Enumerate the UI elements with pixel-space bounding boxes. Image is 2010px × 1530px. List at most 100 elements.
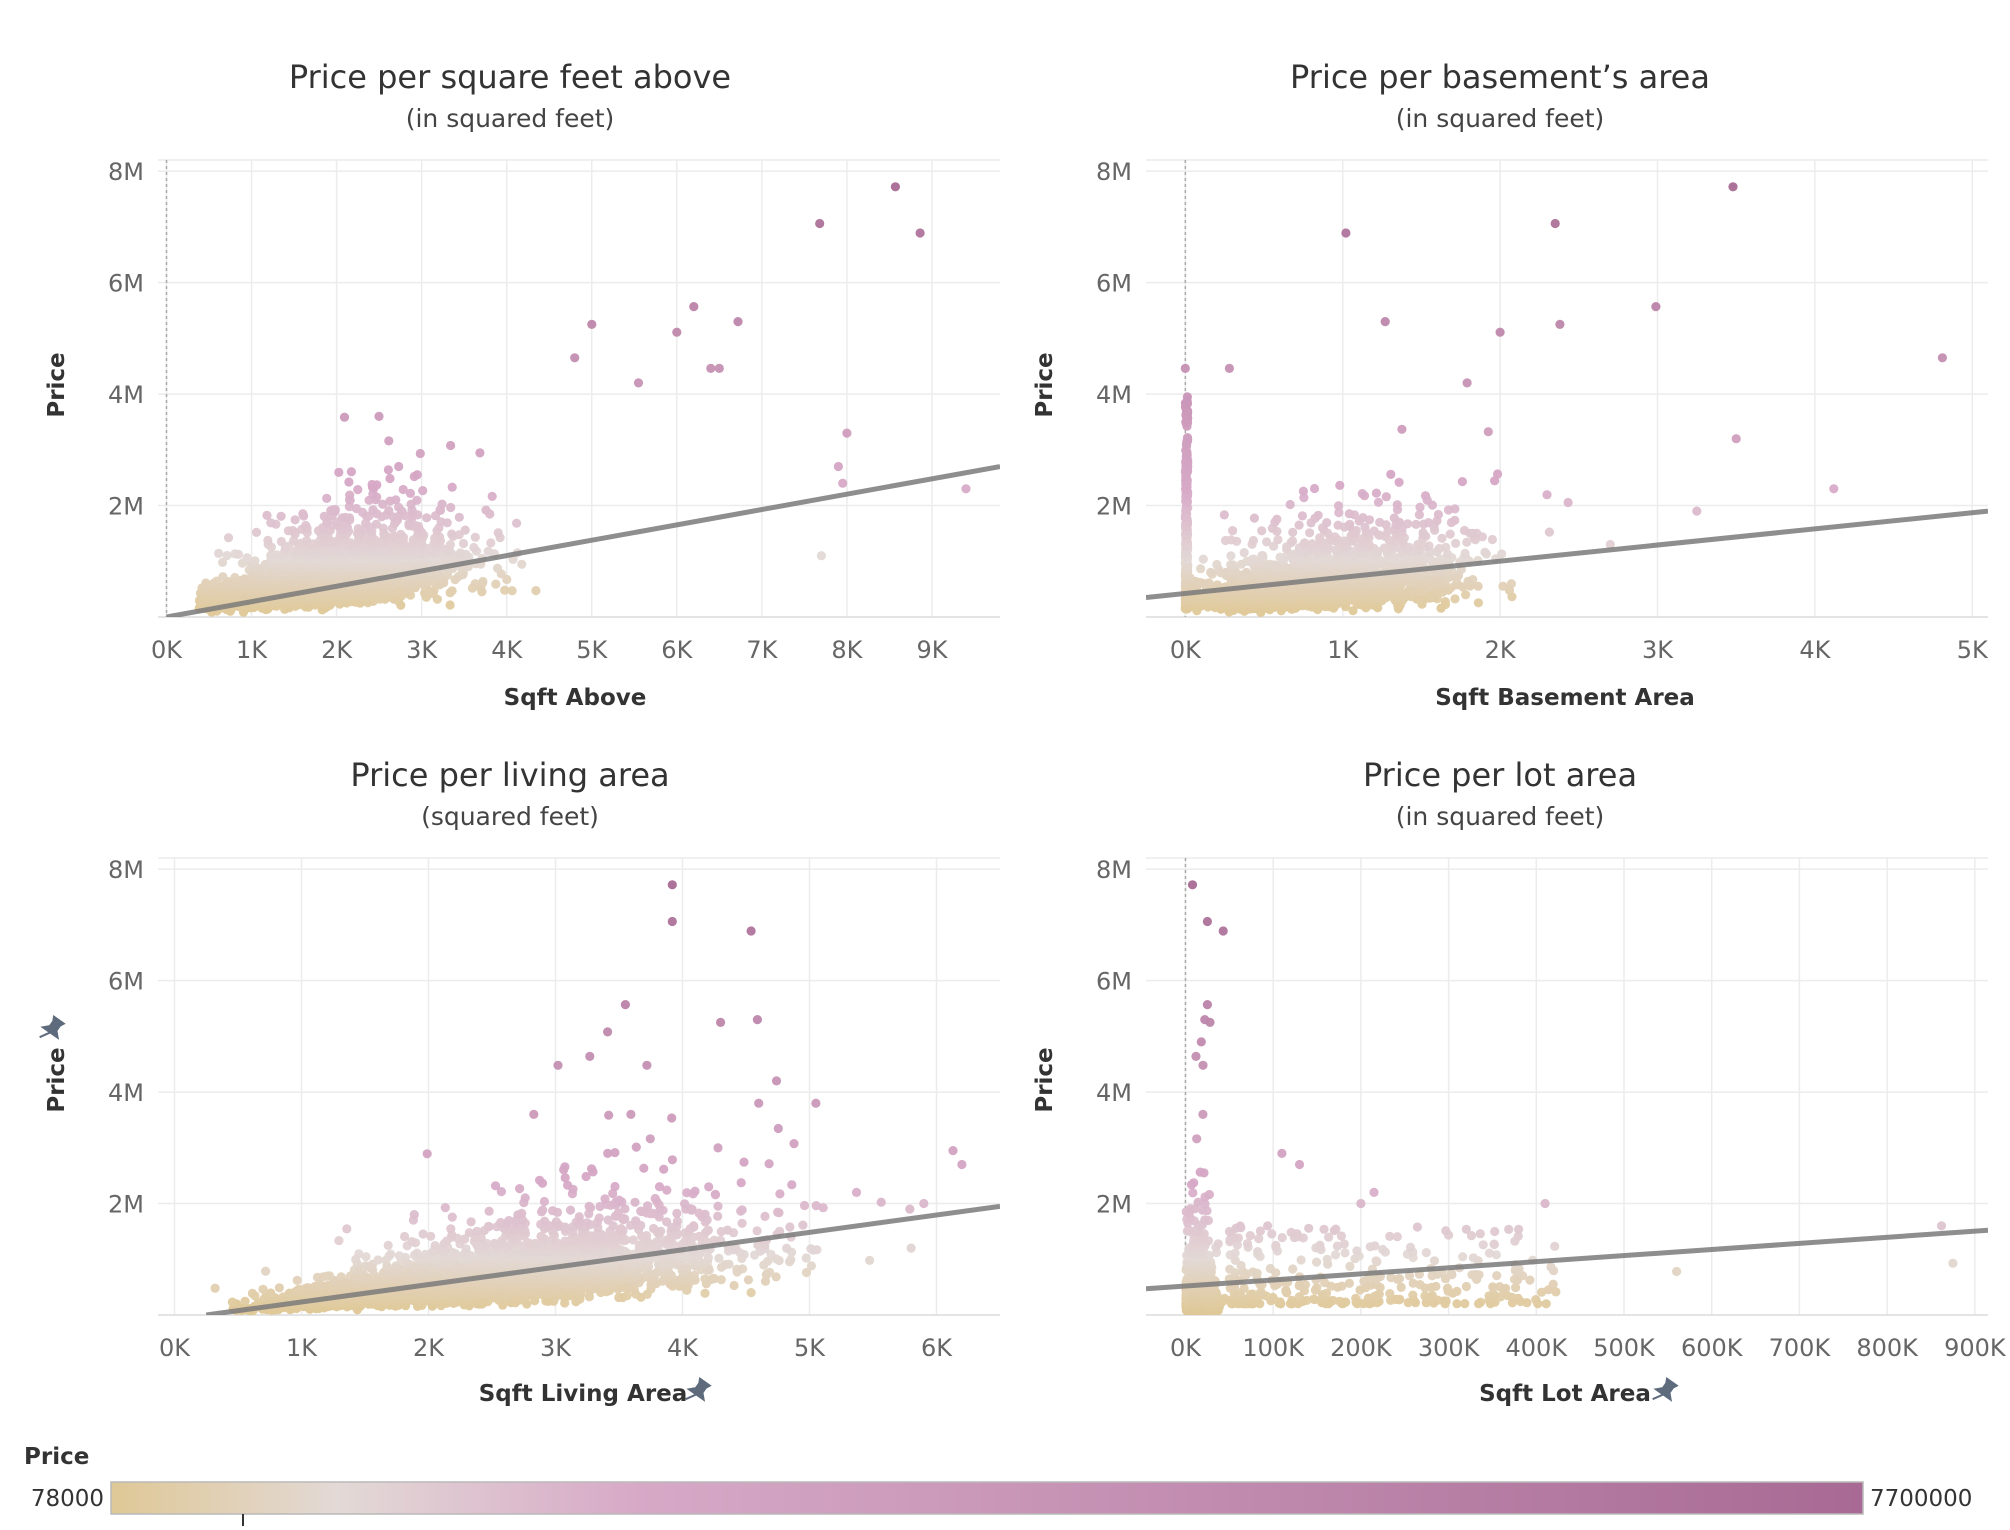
data-point <box>1322 518 1332 528</box>
data-point <box>1450 504 1460 514</box>
data-point <box>483 546 493 556</box>
data-point <box>733 317 743 327</box>
data-point <box>1497 549 1507 559</box>
chart-panel-sqft-basement: Price per basement’s area (in squared fe… <box>1032 58 1989 711</box>
data-point <box>915 228 925 238</box>
data-point <box>1344 509 1354 519</box>
data-point <box>1450 594 1460 604</box>
data-point <box>517 559 527 569</box>
data-point <box>1460 548 1470 559</box>
y-tick-label: 6M <box>108 270 144 298</box>
x-tick-label: 7K <box>746 636 778 664</box>
chart-subtitle: (in squared feet) <box>1396 104 1605 133</box>
data-point <box>250 556 260 566</box>
data-point <box>201 578 211 588</box>
chart-title: Price per basement’s area <box>1290 58 1710 96</box>
data-point <box>244 565 254 575</box>
x-tick-label: 3K <box>406 636 438 664</box>
data-point <box>396 529 406 539</box>
data-point <box>1424 541 1434 551</box>
data-point <box>838 478 848 488</box>
data-point <box>371 519 381 529</box>
data-point <box>1450 515 1460 526</box>
data-point <box>1297 511 1307 521</box>
data-point <box>447 529 457 539</box>
data-point <box>714 363 724 373</box>
data-point <box>344 477 354 487</box>
y-tick-label: 8M <box>108 158 144 186</box>
data-point <box>374 411 384 421</box>
data-point <box>394 461 404 472</box>
data-point <box>1493 469 1503 479</box>
data-point <box>1605 539 1615 550</box>
x-tick-label: 0K <box>1170 636 1202 664</box>
data-point <box>442 570 453 580</box>
data-point <box>288 525 298 536</box>
y-tick-label: 2M <box>1096 493 1132 521</box>
data-point <box>478 576 488 587</box>
data-point <box>222 550 232 561</box>
x-tick-label: 6K <box>661 636 693 664</box>
data-point <box>322 493 332 503</box>
data-point <box>1498 581 1508 591</box>
data-point <box>345 490 355 500</box>
data-point <box>398 484 408 495</box>
data-point <box>378 523 388 533</box>
data-point <box>507 586 517 596</box>
data-point <box>262 510 272 520</box>
data-point <box>1288 527 1298 537</box>
chart-title: Price per square feet above <box>289 58 731 96</box>
y-tick-label: 4M <box>108 381 144 409</box>
data-point <box>1451 538 1461 549</box>
data-point <box>412 495 422 505</box>
data-point <box>1226 551 1236 561</box>
data-point <box>1369 526 1379 536</box>
data-point <box>1414 510 1424 520</box>
scatter-points <box>194 182 971 617</box>
y-axis-label: Price <box>44 352 70 417</box>
data-point <box>385 473 395 484</box>
data-point <box>223 533 234 543</box>
data-point <box>1403 519 1413 529</box>
data-point <box>1300 538 1310 548</box>
x-tick-label: 4K <box>491 636 523 664</box>
data-point <box>218 572 228 582</box>
data-point <box>816 551 827 561</box>
x-tick-label: 8K <box>831 636 863 664</box>
data-point <box>1371 488 1381 498</box>
data-point <box>1348 606 1358 616</box>
trend-line <box>166 464 1000 617</box>
x-axis-label: Sqft Above <box>504 685 647 711</box>
y-tick-label: 4M <box>1096 381 1132 409</box>
scatter-points <box>1180 182 1947 617</box>
data-point <box>1457 477 1467 487</box>
data-point <box>481 505 491 515</box>
data-point <box>1437 533 1447 543</box>
data-point <box>230 549 240 559</box>
data-point <box>1381 492 1391 502</box>
data-point <box>1345 519 1355 529</box>
data-point <box>1333 520 1343 530</box>
x-tick-label: 5K <box>576 636 608 664</box>
data-point <box>1330 532 1340 542</box>
data-point <box>1239 548 1249 558</box>
data-point <box>570 353 580 363</box>
data-point <box>1198 554 1208 564</box>
data-point <box>1298 486 1308 496</box>
y-tick-label: 2M <box>108 493 144 521</box>
data-point <box>1249 554 1259 564</box>
data-point <box>842 428 852 438</box>
data-point <box>267 549 277 560</box>
data-point <box>353 524 363 534</box>
data-point <box>531 586 541 596</box>
data-point <box>1563 497 1573 508</box>
data-point <box>460 525 470 535</box>
data-point <box>1461 590 1471 600</box>
data-point <box>1358 513 1368 523</box>
data-point <box>446 502 456 513</box>
data-point <box>1269 541 1279 551</box>
data-point <box>672 327 682 337</box>
data-point <box>1226 560 1236 570</box>
x-tick-label: 9K <box>916 636 948 664</box>
data-point <box>1459 525 1470 536</box>
